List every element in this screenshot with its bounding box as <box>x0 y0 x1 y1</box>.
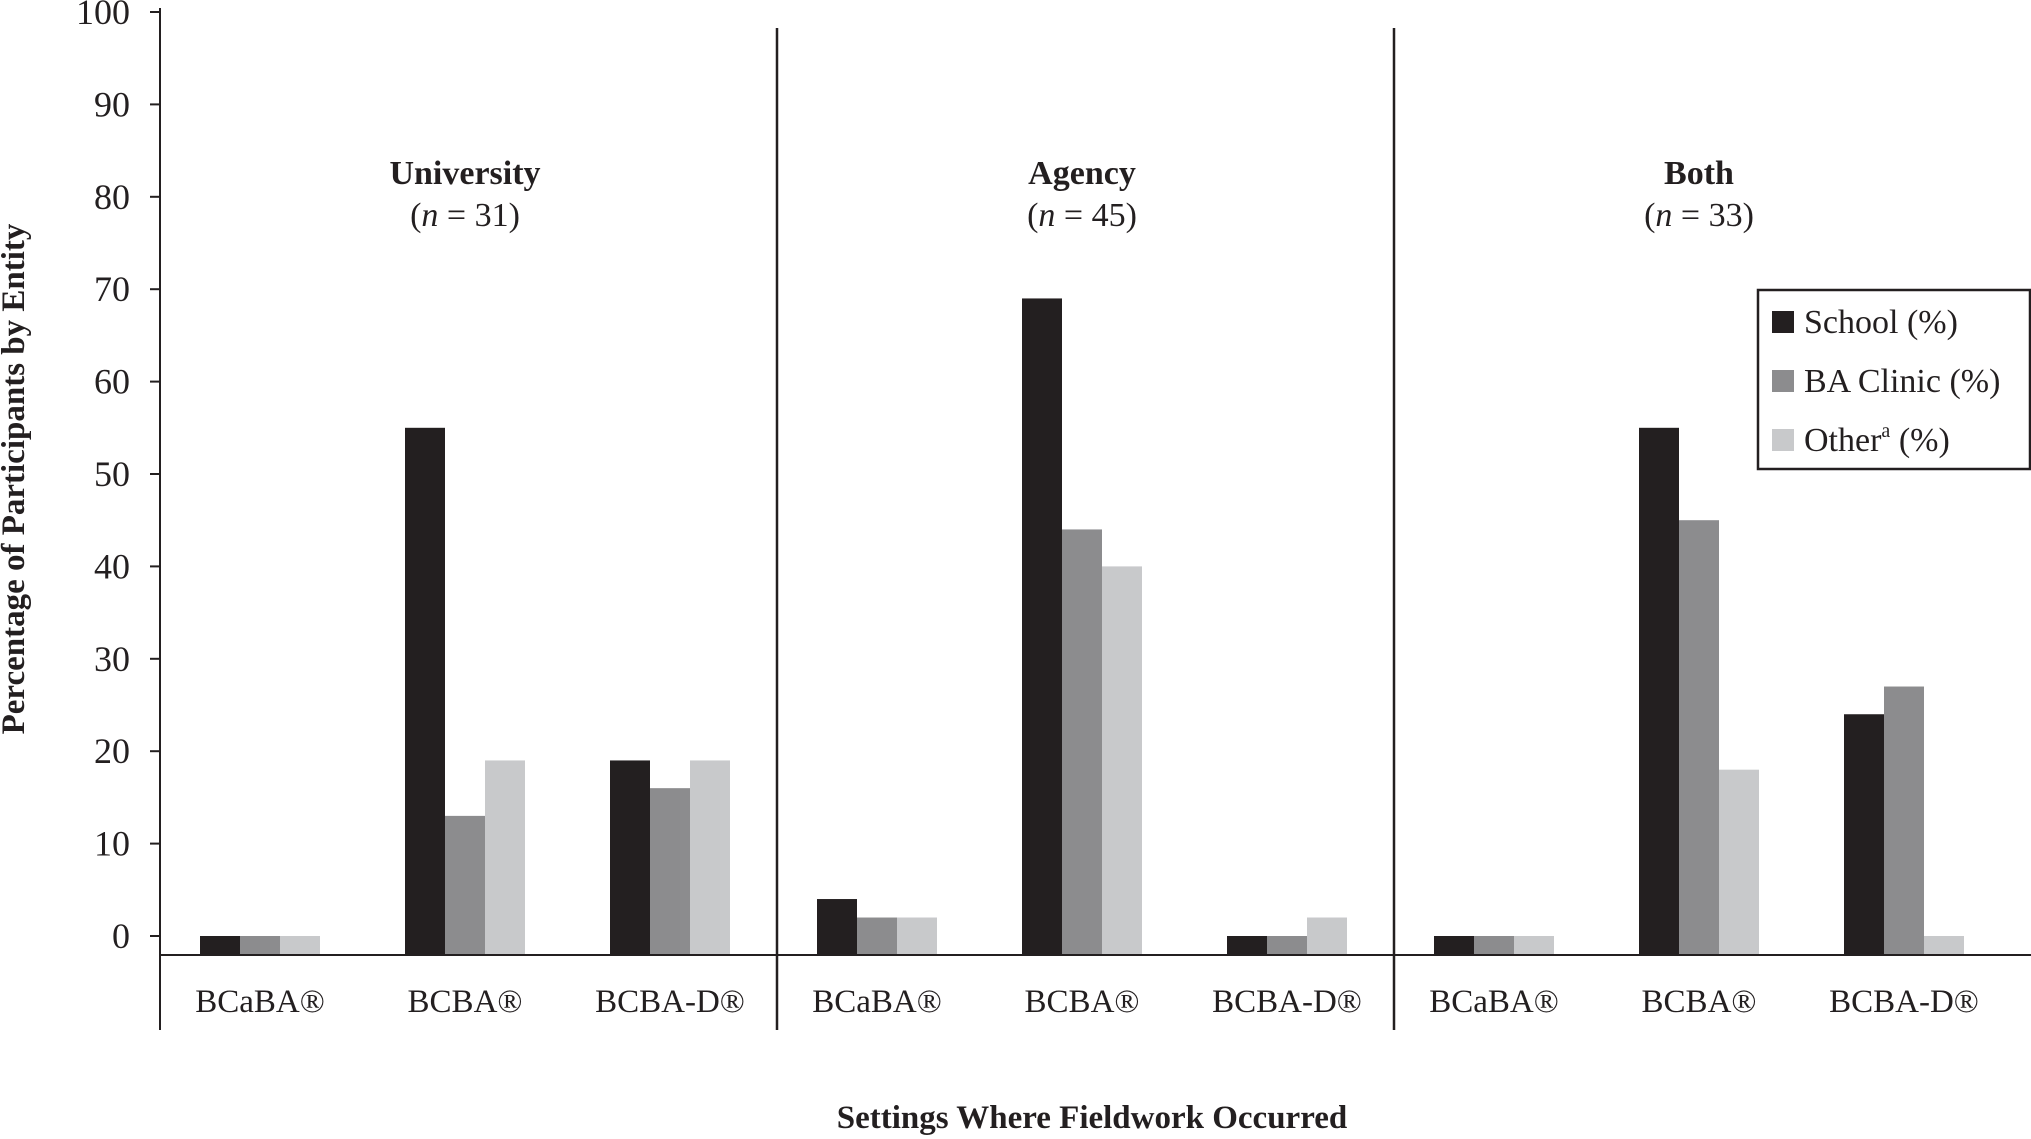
bar-school <box>1022 298 1062 954</box>
legend-label-prefix: Other <box>1804 422 1882 459</box>
y-axis-title: Percentage of Participants by Entity <box>0 223 32 734</box>
bar-ba <box>445 815 485 954</box>
panel-sample-size: (n = 33) <box>1644 197 1754 234</box>
panel-n-rest: = 33) <box>1672 197 1754 234</box>
y-tick-label: 30 <box>94 639 130 679</box>
y-tick-label: 20 <box>94 731 130 771</box>
legend-label: School (%) <box>1804 304 1958 341</box>
bar-ba <box>1474 936 1514 954</box>
bar-ba <box>1267 936 1307 954</box>
bar-other <box>1514 936 1554 954</box>
bar-school <box>817 899 857 954</box>
panel-n-var: n <box>421 197 438 234</box>
panel-title: University <box>389 155 540 192</box>
panel-n-open: ( <box>410 197 421 234</box>
bar-school <box>405 427 445 954</box>
x-category-label: BCBA-D® <box>1829 984 1979 1020</box>
bar-other <box>1102 566 1142 954</box>
bar-school <box>200 936 240 954</box>
x-category-label: BCBA® <box>408 984 523 1020</box>
y-tick-label: 50 <box>94 454 130 494</box>
bar-ba <box>650 788 690 954</box>
panel-n-var: n <box>1038 197 1055 234</box>
legend-label: Othera (%) <box>1804 420 1950 459</box>
panel-n-rest: = 31) <box>438 197 520 234</box>
panel-title: Agency <box>1028 155 1136 192</box>
panel-n-open: ( <box>1644 197 1655 234</box>
x-category-label: BCBA-D® <box>1212 984 1362 1020</box>
y-tick-label: 100 <box>76 0 130 32</box>
bar-school <box>610 760 650 954</box>
bar-school <box>1844 714 1884 954</box>
y-tick-label: 40 <box>94 546 130 586</box>
x-axis-title: Settings Where Fieldwork Occurred <box>837 1100 1348 1136</box>
legend-label-suffix: (%) <box>1890 422 1949 459</box>
y-tick-label: 80 <box>94 177 130 217</box>
panel-n-var: n <box>1655 197 1672 234</box>
bar-other <box>1924 936 1964 954</box>
legend: School (%) BA Clinic (%) Othera (%) <box>1756 288 2031 471</box>
y-tick-label: 60 <box>94 362 130 402</box>
legend-label: BA Clinic (%) <box>1804 363 2000 400</box>
y-tick-label: 10 <box>94 824 130 864</box>
panel-sample-size: (n = 45) <box>1027 197 1137 234</box>
axes-layer <box>150 8 2031 1030</box>
panel-n-rest: = 45) <box>1055 197 1137 234</box>
bar-other <box>1719 769 1759 954</box>
y-tick-label: 0 <box>112 916 130 956</box>
bar-ba <box>1679 520 1719 954</box>
bar-school <box>1639 427 1679 954</box>
x-category-label: BCaBA® <box>812 984 942 1020</box>
bar-ba <box>857 917 897 954</box>
panel-sample-size: (n = 31) <box>410 197 520 234</box>
bar-other <box>280 936 320 954</box>
bar-ba <box>1062 529 1102 954</box>
x-category-label: BCBA® <box>1642 984 1757 1020</box>
x-category-label: BCBA-D® <box>595 984 745 1020</box>
x-category-label: BCBA® <box>1025 984 1140 1020</box>
legend-box <box>1756 288 2031 471</box>
x-category-label: BCaBA® <box>1429 984 1559 1020</box>
bar-other <box>485 760 525 954</box>
legend-swatch <box>1772 429 1794 451</box>
bar-other <box>1307 917 1347 954</box>
x-category-label: BCaBA® <box>195 984 325 1020</box>
bar-other <box>897 917 937 954</box>
bar-ba <box>240 936 280 954</box>
bar-ba <box>1884 686 1924 954</box>
bar-school <box>1227 936 1267 954</box>
legend-swatch <box>1772 311 1794 333</box>
y-tick-label: 70 <box>94 269 130 309</box>
panel-n-open: ( <box>1027 197 1038 234</box>
y-tick-label: 90 <box>94 84 130 124</box>
bars-layer <box>200 298 1964 954</box>
panel-title: Both <box>1664 155 1734 192</box>
legend-label-superscript: a <box>1881 420 1890 442</box>
bar-other <box>690 760 730 954</box>
bar-school <box>1434 936 1474 954</box>
legend-swatch <box>1772 370 1794 392</box>
